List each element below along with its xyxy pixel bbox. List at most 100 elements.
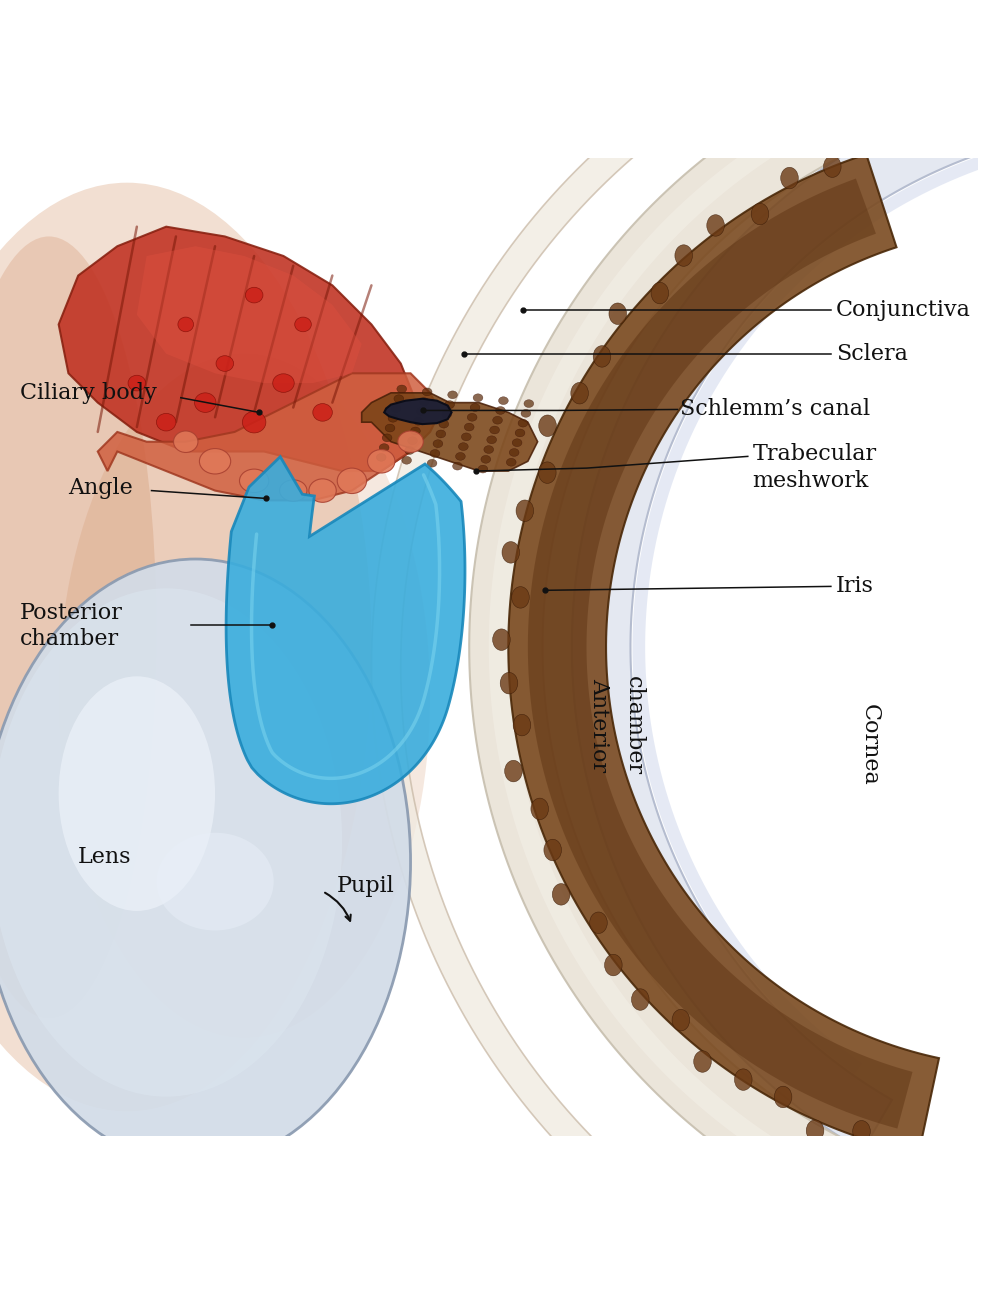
Text: Sclera: Sclera: [836, 343, 908, 365]
Ellipse shape: [487, 436, 497, 444]
Ellipse shape: [439, 421, 449, 428]
Ellipse shape: [391, 405, 401, 413]
Ellipse shape: [59, 353, 430, 1038]
Text: Cornea: Cornea: [859, 704, 881, 785]
Ellipse shape: [473, 393, 483, 401]
Ellipse shape: [456, 453, 465, 461]
Ellipse shape: [544, 840, 561, 861]
Text: Trabecular: Trabecular: [753, 444, 877, 466]
Ellipse shape: [216, 356, 234, 371]
Polygon shape: [137, 246, 362, 383]
Ellipse shape: [408, 437, 417, 445]
Ellipse shape: [419, 397, 429, 405]
Ellipse shape: [402, 457, 412, 465]
Text: Pupil: Pupil: [337, 876, 395, 898]
Ellipse shape: [433, 440, 443, 448]
Ellipse shape: [515, 430, 525, 437]
Ellipse shape: [411, 427, 420, 435]
Ellipse shape: [280, 480, 307, 501]
Text: Schlemm’s canal: Schlemm’s canal: [680, 399, 870, 421]
Ellipse shape: [461, 433, 471, 441]
Ellipse shape: [590, 912, 607, 933]
Ellipse shape: [506, 458, 516, 466]
Text: Conjunctiva: Conjunctiva: [836, 299, 971, 321]
Ellipse shape: [295, 317, 311, 331]
Ellipse shape: [707, 215, 724, 237]
Ellipse shape: [571, 383, 588, 404]
Ellipse shape: [376, 453, 386, 461]
Polygon shape: [362, 393, 538, 471]
Ellipse shape: [734, 1069, 752, 1091]
Ellipse shape: [239, 470, 269, 493]
Ellipse shape: [478, 465, 488, 474]
Polygon shape: [489, 50, 993, 1196]
Polygon shape: [98, 373, 440, 501]
Polygon shape: [572, 67, 1000, 1150]
Ellipse shape: [416, 408, 426, 415]
Ellipse shape: [694, 1051, 711, 1073]
Ellipse shape: [245, 287, 263, 303]
Ellipse shape: [806, 1119, 824, 1141]
Ellipse shape: [484, 445, 494, 453]
Ellipse shape: [512, 586, 529, 608]
Ellipse shape: [593, 345, 611, 367]
Ellipse shape: [128, 375, 146, 391]
Polygon shape: [59, 226, 420, 471]
Ellipse shape: [499, 397, 508, 405]
Ellipse shape: [388, 414, 398, 422]
Ellipse shape: [531, 798, 549, 819]
Polygon shape: [371, 0, 1000, 1294]
Ellipse shape: [539, 462, 556, 484]
Ellipse shape: [505, 761, 522, 782]
Text: Angle: Angle: [68, 476, 133, 498]
Ellipse shape: [59, 677, 215, 911]
Ellipse shape: [430, 449, 440, 457]
Text: Posterior: Posterior: [20, 602, 122, 624]
Ellipse shape: [379, 444, 389, 452]
Ellipse shape: [397, 386, 407, 393]
Ellipse shape: [774, 1086, 792, 1108]
Ellipse shape: [524, 400, 534, 408]
Text: Iris: Iris: [836, 576, 874, 598]
Ellipse shape: [500, 673, 518, 694]
Text: chamber: chamber: [622, 675, 644, 775]
Polygon shape: [632, 133, 1000, 1074]
Ellipse shape: [445, 401, 455, 409]
Ellipse shape: [631, 989, 649, 1011]
Ellipse shape: [453, 462, 462, 470]
Ellipse shape: [199, 449, 231, 474]
Polygon shape: [226, 457, 465, 804]
Ellipse shape: [273, 374, 294, 392]
Ellipse shape: [427, 459, 437, 467]
Ellipse shape: [0, 589, 342, 1096]
Ellipse shape: [516, 499, 534, 521]
Ellipse shape: [178, 317, 194, 331]
Ellipse shape: [442, 410, 452, 418]
Ellipse shape: [490, 426, 500, 433]
Ellipse shape: [512, 439, 522, 446]
Ellipse shape: [781, 167, 798, 189]
Ellipse shape: [513, 714, 531, 736]
Ellipse shape: [539, 415, 556, 436]
Ellipse shape: [751, 203, 769, 225]
Ellipse shape: [382, 433, 392, 441]
Ellipse shape: [436, 430, 446, 437]
Polygon shape: [384, 399, 452, 424]
Ellipse shape: [853, 1121, 870, 1143]
Ellipse shape: [156, 833, 274, 930]
Ellipse shape: [609, 303, 627, 325]
Ellipse shape: [496, 406, 505, 414]
Ellipse shape: [0, 182, 371, 1112]
Ellipse shape: [493, 417, 502, 424]
Ellipse shape: [394, 395, 404, 402]
Polygon shape: [508, 154, 939, 1154]
Ellipse shape: [195, 393, 216, 413]
Ellipse shape: [675, 245, 692, 267]
Ellipse shape: [309, 479, 336, 502]
Ellipse shape: [470, 404, 480, 411]
Ellipse shape: [313, 404, 332, 422]
Ellipse shape: [0, 237, 156, 1018]
Ellipse shape: [448, 391, 457, 399]
Ellipse shape: [518, 419, 528, 427]
Ellipse shape: [509, 449, 519, 457]
